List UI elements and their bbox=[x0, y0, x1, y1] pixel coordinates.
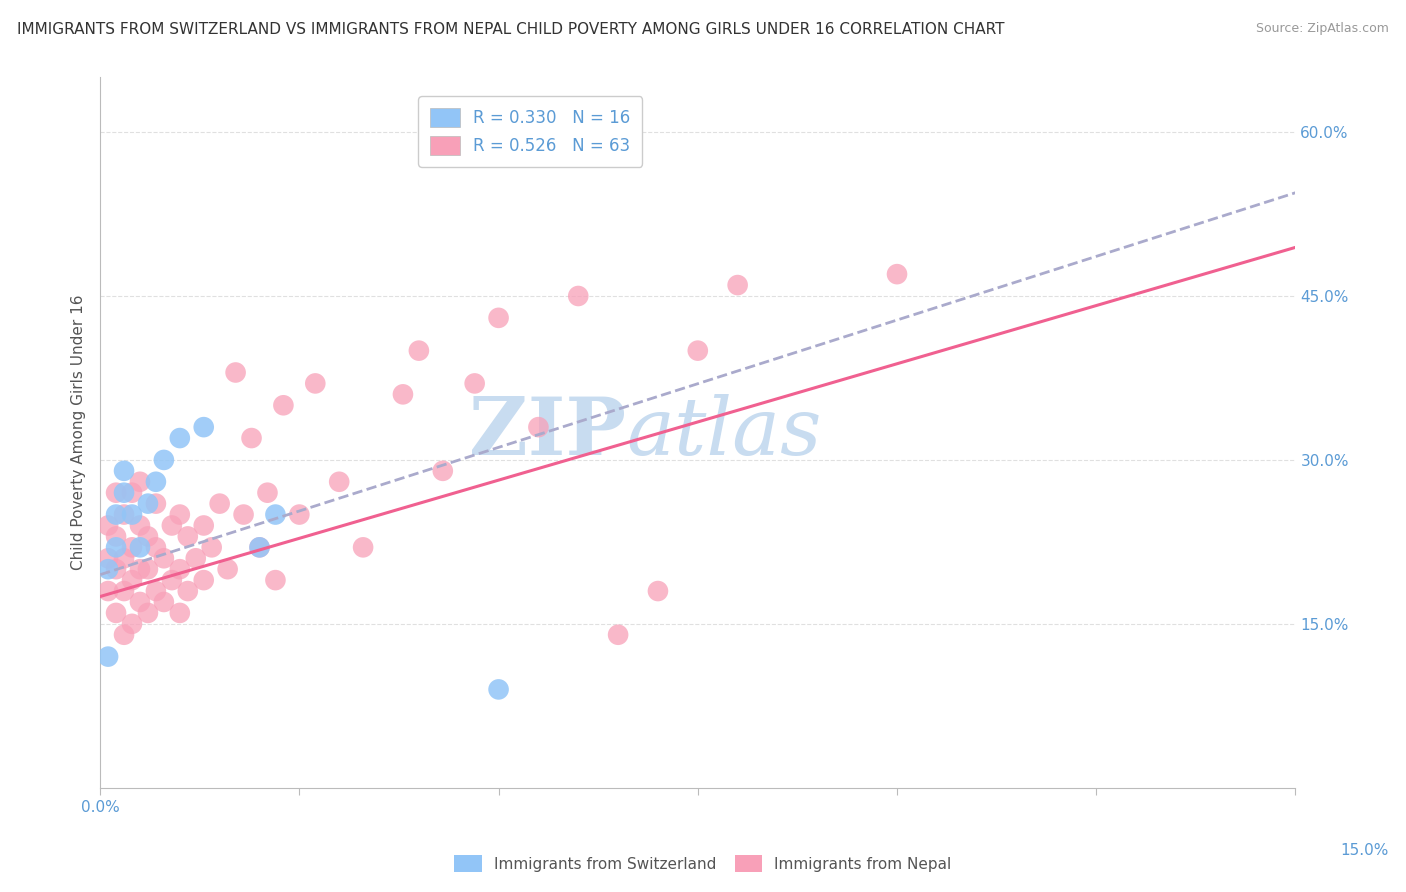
Point bbox=[97, 551, 120, 566]
Point bbox=[121, 508, 143, 522]
Point bbox=[488, 682, 510, 697]
Point bbox=[160, 573, 183, 587]
Point bbox=[112, 628, 135, 642]
Point bbox=[129, 595, 152, 609]
Point bbox=[136, 562, 159, 576]
Point bbox=[304, 376, 326, 391]
Point bbox=[105, 529, 128, 543]
Point bbox=[112, 508, 135, 522]
Legend: Immigrants from Switzerland, Immigrants from Nepal: Immigrants from Switzerland, Immigrants … bbox=[447, 847, 959, 880]
Point bbox=[112, 584, 135, 599]
Point bbox=[136, 497, 159, 511]
Point bbox=[105, 606, 128, 620]
Point bbox=[177, 584, 200, 599]
Point bbox=[97, 562, 120, 576]
Point bbox=[121, 485, 143, 500]
Point bbox=[97, 584, 120, 599]
Point bbox=[352, 541, 374, 555]
Point bbox=[105, 541, 128, 555]
Point bbox=[121, 616, 143, 631]
Point bbox=[160, 518, 183, 533]
Point bbox=[97, 649, 120, 664]
Point bbox=[129, 541, 152, 555]
Point bbox=[225, 366, 247, 380]
Point bbox=[184, 551, 207, 566]
Point bbox=[264, 508, 287, 522]
Point bbox=[249, 541, 271, 555]
Point bbox=[264, 573, 287, 587]
Point bbox=[129, 518, 152, 533]
Point bbox=[129, 562, 152, 576]
Point bbox=[201, 541, 224, 555]
Point bbox=[105, 508, 128, 522]
Point bbox=[145, 497, 167, 511]
Point bbox=[105, 485, 128, 500]
Point bbox=[240, 431, 263, 445]
Legend: R = 0.330   N = 16, R = 0.526   N = 63: R = 0.330 N = 16, R = 0.526 N = 63 bbox=[419, 96, 643, 167]
Point bbox=[105, 562, 128, 576]
Point bbox=[249, 541, 271, 555]
Point bbox=[488, 310, 510, 325]
Point bbox=[136, 606, 159, 620]
Point bbox=[256, 485, 278, 500]
Point bbox=[193, 573, 215, 587]
Point bbox=[607, 628, 630, 642]
Point bbox=[136, 529, 159, 543]
Point bbox=[288, 508, 311, 522]
Point bbox=[129, 475, 152, 489]
Text: Source: ZipAtlas.com: Source: ZipAtlas.com bbox=[1256, 22, 1389, 36]
Point bbox=[208, 497, 231, 511]
Point bbox=[112, 485, 135, 500]
Point bbox=[153, 595, 176, 609]
Point bbox=[177, 529, 200, 543]
Point bbox=[112, 464, 135, 478]
Point bbox=[392, 387, 415, 401]
Point bbox=[232, 508, 254, 522]
Point bbox=[153, 551, 176, 566]
Point bbox=[273, 398, 295, 412]
Point bbox=[169, 431, 191, 445]
Point bbox=[169, 606, 191, 620]
Y-axis label: Child Poverty Among Girls Under 16: Child Poverty Among Girls Under 16 bbox=[72, 295, 86, 570]
Point bbox=[145, 475, 167, 489]
Text: IMMIGRANTS FROM SWITZERLAND VS IMMIGRANTS FROM NEPAL CHILD POVERTY AMONG GIRLS U: IMMIGRANTS FROM SWITZERLAND VS IMMIGRANT… bbox=[17, 22, 1004, 37]
Point bbox=[121, 573, 143, 587]
Point bbox=[169, 508, 191, 522]
Point bbox=[408, 343, 430, 358]
Point bbox=[217, 562, 239, 576]
Point bbox=[527, 420, 550, 434]
Text: ZIP: ZIP bbox=[470, 393, 626, 472]
Point bbox=[686, 343, 709, 358]
Point bbox=[145, 541, 167, 555]
Point bbox=[112, 551, 135, 566]
Point bbox=[193, 420, 215, 434]
Point bbox=[727, 278, 749, 293]
Point bbox=[193, 518, 215, 533]
Point bbox=[169, 562, 191, 576]
Text: atlas: atlas bbox=[626, 394, 821, 471]
Point bbox=[145, 584, 167, 599]
Point bbox=[328, 475, 350, 489]
Point bbox=[97, 518, 120, 533]
Point bbox=[567, 289, 589, 303]
Point bbox=[153, 453, 176, 467]
Point bbox=[432, 464, 454, 478]
Point bbox=[647, 584, 669, 599]
Text: 15.0%: 15.0% bbox=[1341, 843, 1389, 858]
Point bbox=[121, 541, 143, 555]
Point bbox=[464, 376, 486, 391]
Point bbox=[886, 267, 908, 281]
